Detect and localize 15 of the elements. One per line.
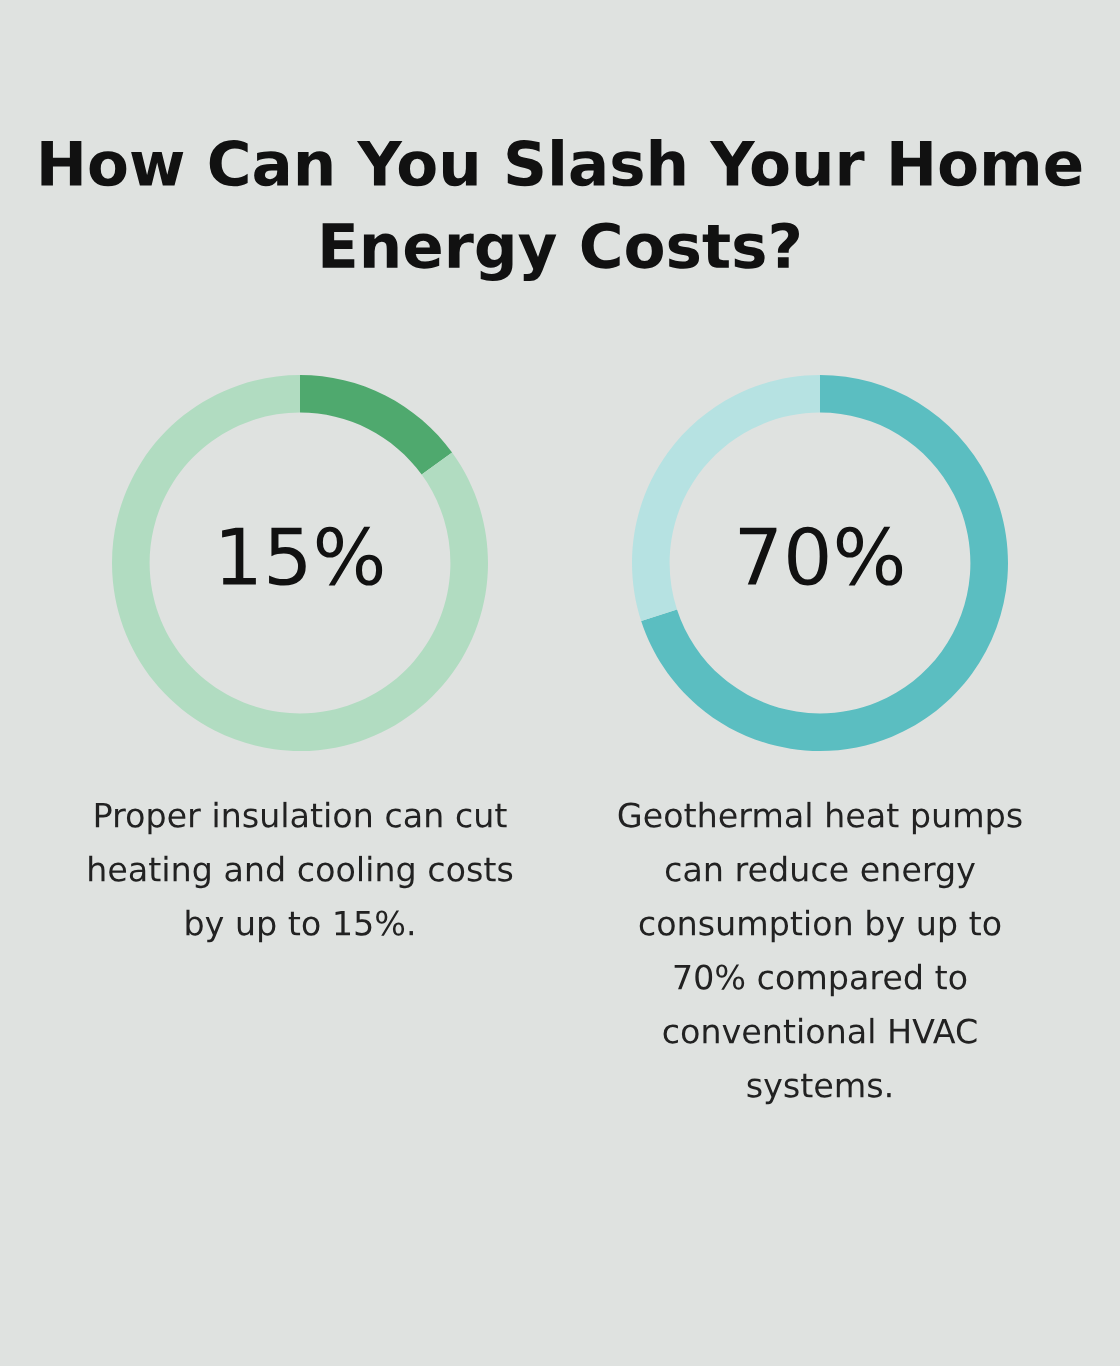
data-label: 15% [222, 526, 383, 586]
donut-slice [112, 375, 488, 751]
data-label: 70% [739, 526, 903, 586]
donut-slice [641, 375, 1008, 751]
text: 70% compared to [674, 963, 967, 997]
text: consumption by up to [639, 909, 1001, 943]
text: conventional HVAC [663, 1017, 977, 1044]
text: can reduce energy [665, 855, 975, 889]
text: Geothermal heat pumps [618, 801, 1022, 835]
text: by up to 15%. [186, 909, 413, 943]
text: heating and cooling costs [89, 855, 513, 889]
text: systems. [747, 1073, 891, 1105]
chart-title: How Can You Slash Your Home Energy Costs? [41, 139, 1082, 281]
text: Proper insulation can cut [95, 801, 507, 835]
donut-slice [300, 375, 453, 475]
